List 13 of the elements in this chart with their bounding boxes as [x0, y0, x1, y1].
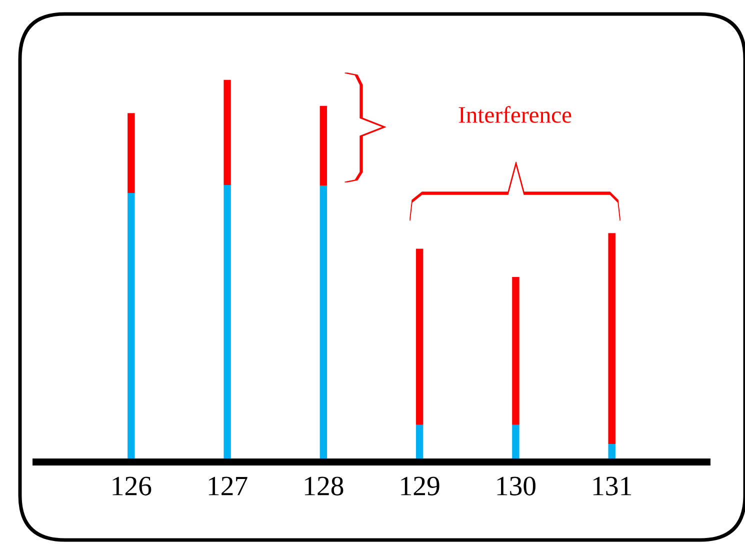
- bar: [608, 233, 616, 444]
- x-tick-label: 126: [112, 476, 152, 496]
- x-tick-label: 130: [497, 476, 536, 496]
- x-tick-label: 127: [208, 476, 248, 496]
- annotation: Interference: [458, 106, 572, 123]
- bar: [224, 80, 231, 185]
- x-tick-label: 131: [593, 476, 631, 496]
- bar: [512, 277, 520, 425]
- bar: [416, 248, 424, 425]
- bar: [128, 113, 135, 193]
- bar: [320, 106, 328, 186]
- x-tick-label: 129: [401, 476, 440, 496]
- x-tick-label: 128: [305, 476, 344, 496]
